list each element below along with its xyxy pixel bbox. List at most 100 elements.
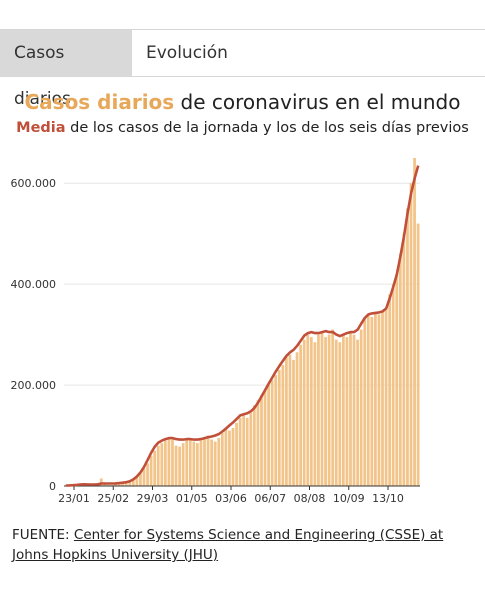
y-tick-label: 400.000 <box>11 278 57 291</box>
bar <box>156 445 160 486</box>
bar <box>306 334 310 486</box>
bar <box>338 342 342 486</box>
bar <box>181 443 185 486</box>
bar <box>366 314 370 486</box>
bar <box>270 380 274 486</box>
bar <box>231 427 235 486</box>
series-line-media <box>65 165 420 487</box>
bar <box>163 440 167 486</box>
bar <box>188 438 192 486</box>
bar <box>217 438 221 486</box>
bar <box>174 445 178 486</box>
bar <box>406 208 409 486</box>
bar <box>135 476 139 486</box>
bar <box>395 274 399 486</box>
bar <box>409 183 413 486</box>
bar <box>295 352 299 486</box>
x-tick-label: 10/09 <box>333 492 365 505</box>
y-tick-label: 0 <box>49 480 56 493</box>
bar <box>320 332 324 486</box>
bar <box>203 438 206 486</box>
bar <box>107 484 110 486</box>
bar <box>309 337 313 486</box>
bar <box>267 385 270 486</box>
bar <box>341 334 345 486</box>
bar <box>256 400 260 486</box>
bar <box>263 390 267 486</box>
bar <box>384 309 388 486</box>
tab-casos-diarios[interactable]: Casos diarios <box>0 30 132 109</box>
bar <box>356 339 359 486</box>
source-note: FUENTE: Center for Systems Science and E… <box>12 525 472 565</box>
source-prefix: FUENTE: <box>12 527 74 543</box>
bar <box>381 311 384 486</box>
bar <box>402 233 406 486</box>
cases-chart: 0 200.000 400.000 600.000 23/01 25/02 29/03 01/… <box>11 158 420 505</box>
tab-evolucion[interactable]: Evolución <box>146 43 228 63</box>
bar <box>288 354 292 486</box>
bar <box>199 440 203 486</box>
tab-bar: Casos diarios Evolución <box>0 29 485 109</box>
x-tick-label: 01/05 <box>176 492 208 505</box>
bar <box>327 334 331 486</box>
title-rest: de coronavirus en el mundo <box>174 90 461 114</box>
bar <box>235 422 238 486</box>
x-tick-label: 25/02 <box>97 492 129 505</box>
bar <box>121 483 125 486</box>
x-tick-label: 13/10 <box>372 492 404 505</box>
bar <box>277 369 281 486</box>
bar <box>185 439 189 486</box>
y-tick-label: 200.000 <box>11 379 57 392</box>
subtitle-rest: de los casos de la jornada y los de los … <box>65 120 469 136</box>
bar <box>245 417 249 486</box>
bar <box>213 441 217 486</box>
source-link[interactable]: Center for Systems Science and Engineeri… <box>12 527 444 563</box>
bar <box>416 223 420 486</box>
x-tick-label: 06/07 <box>254 492 286 505</box>
x-tick-label: 23/01 <box>58 492 90 505</box>
bar <box>146 463 149 486</box>
bar <box>124 482 128 486</box>
bar <box>117 483 121 486</box>
bar <box>142 468 146 486</box>
bar <box>302 339 306 486</box>
bar <box>114 484 117 486</box>
bar <box>153 450 157 486</box>
title-highlight: Casos diarios <box>24 90 175 114</box>
bar <box>249 412 253 486</box>
bar <box>252 405 256 486</box>
bar <box>292 359 295 486</box>
bar <box>274 374 278 486</box>
bar <box>160 443 164 486</box>
bar <box>345 337 349 486</box>
bar <box>206 435 210 486</box>
y-tick-label: 600.000 <box>11 177 57 190</box>
bar <box>128 481 132 486</box>
bar <box>260 395 263 486</box>
bar <box>238 417 242 486</box>
chart-title: Casos diarios de coronavirus en el mundo <box>0 90 485 114</box>
bar <box>391 284 395 486</box>
subtitle-highlight: Media <box>16 120 66 136</box>
bar <box>110 484 114 486</box>
bar <box>131 479 135 486</box>
bar <box>331 329 335 486</box>
bar <box>370 316 374 486</box>
bar <box>178 446 181 486</box>
bar <box>317 334 320 486</box>
bar <box>334 339 338 486</box>
bar <box>413 158 416 486</box>
bar <box>220 433 224 486</box>
bar <box>349 332 352 486</box>
bar <box>149 455 153 486</box>
bar <box>103 484 107 486</box>
bar <box>242 415 246 486</box>
x-tick-label: 08/08 <box>294 492 326 505</box>
bar <box>324 337 327 486</box>
bar <box>374 311 377 486</box>
chart-subtitle: Media de los casos de la jornada y los d… <box>0 120 485 136</box>
bar <box>167 438 171 486</box>
bar <box>192 441 196 486</box>
bar <box>299 344 303 486</box>
bar <box>224 427 228 486</box>
